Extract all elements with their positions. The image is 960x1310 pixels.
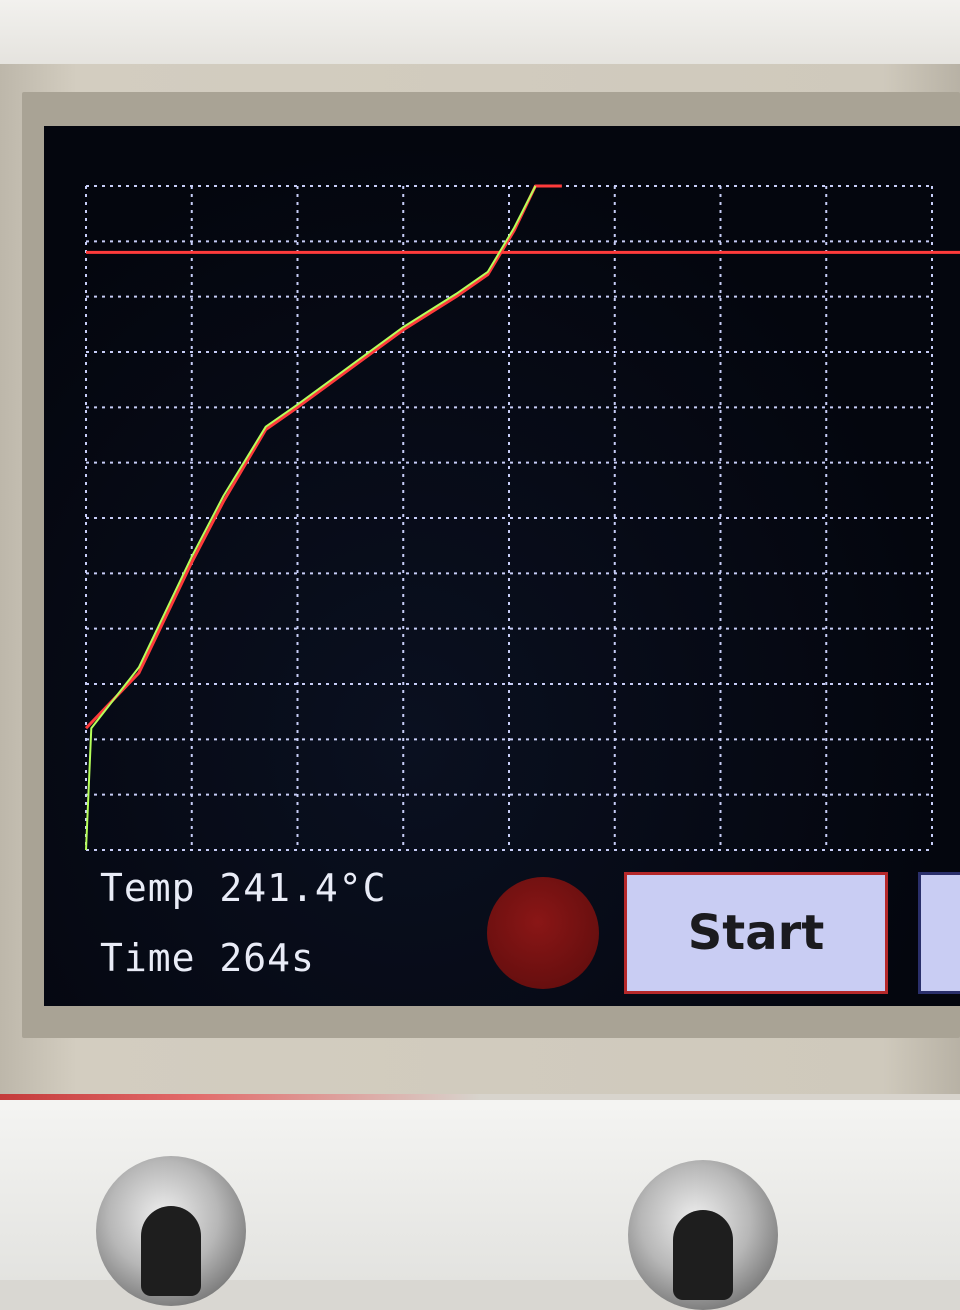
reflow-chart (84, 184, 960, 851)
case-top (0, 0, 960, 70)
chart-series (84, 184, 960, 851)
time-value: 264s (219, 936, 315, 980)
chart-grid (85, 185, 933, 851)
measured-curve (85, 185, 537, 851)
right-toggle-switch[interactable] (628, 1160, 778, 1310)
time-label: Time (100, 936, 196, 980)
profile-curve (84, 184, 562, 730)
temperature-label: Temp (100, 866, 196, 910)
pcb-edge (0, 1094, 960, 1100)
start-button[interactable]: Start (624, 872, 888, 994)
left-toggle-switch[interactable] (96, 1156, 246, 1306)
heater-indicator (487, 877, 599, 989)
time-readout: Time 264s (100, 936, 315, 980)
temperature-readout: Temp 241.4°C (100, 866, 387, 910)
display-screen: Temp 241.4°C Time 264s Start (44, 126, 960, 1006)
temperature-value: 241.4°C (219, 866, 387, 910)
secondary-button[interactable] (918, 872, 960, 994)
